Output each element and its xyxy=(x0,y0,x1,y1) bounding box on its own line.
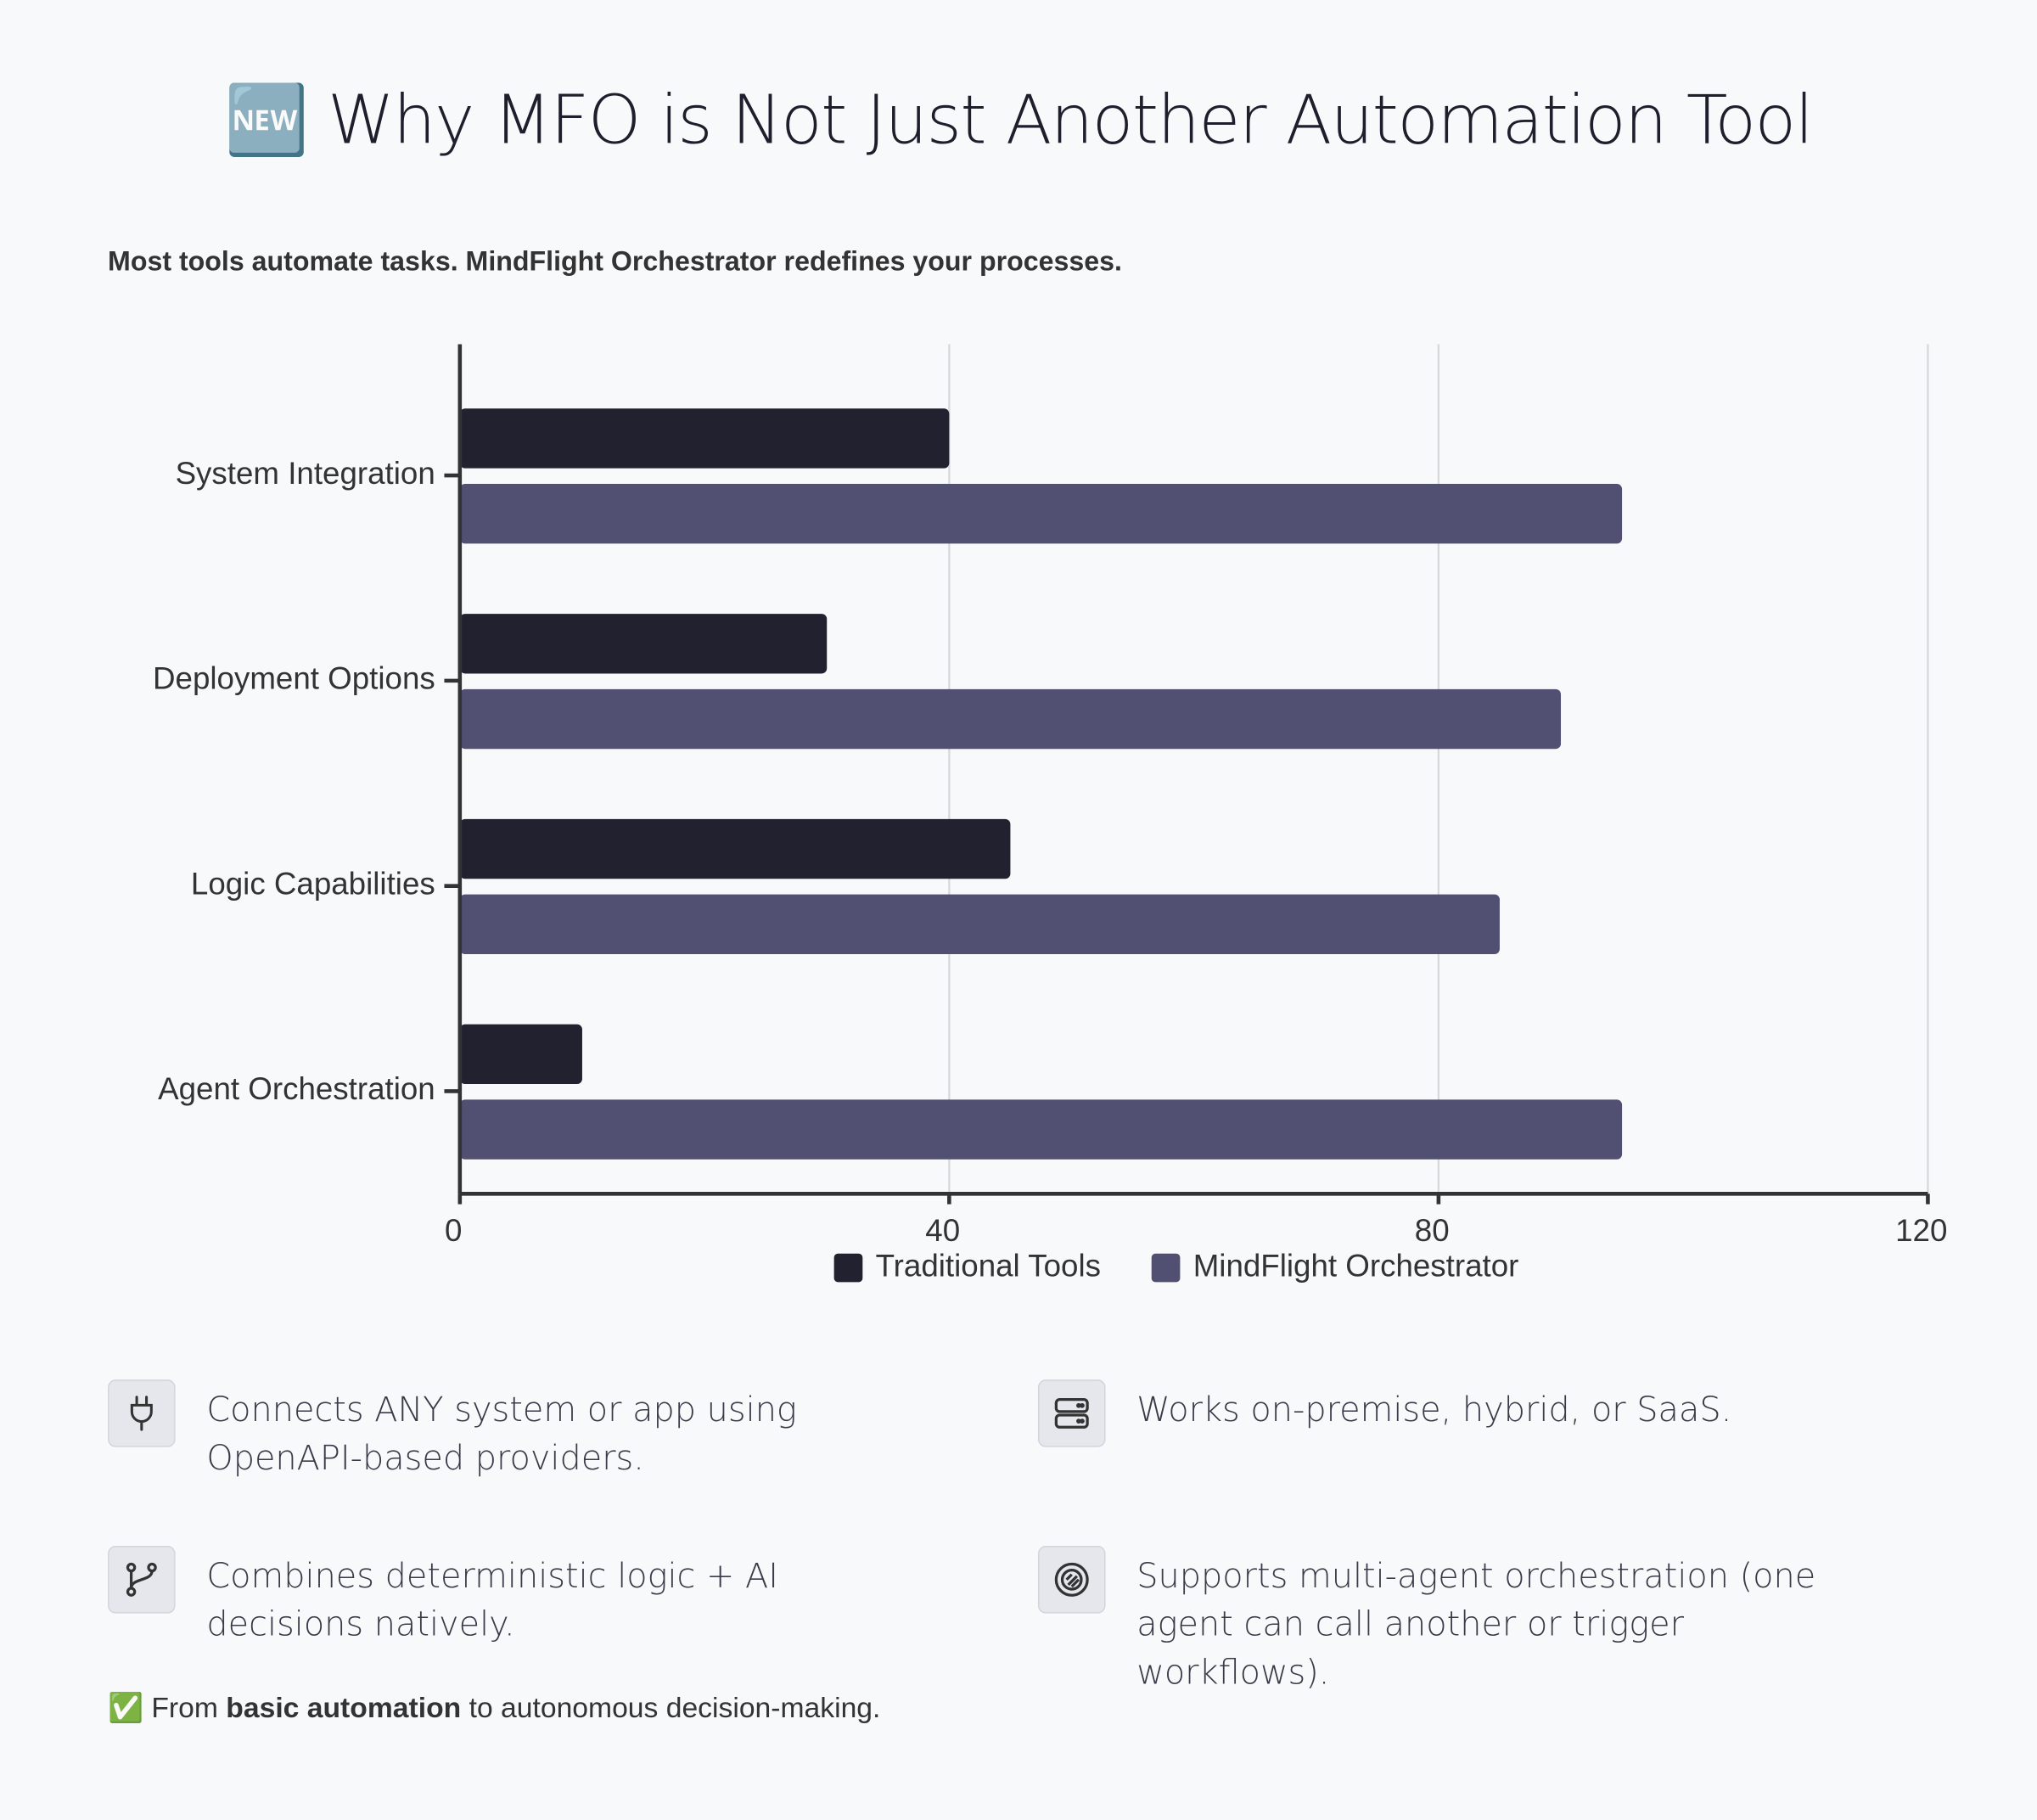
bar xyxy=(459,408,950,469)
x-tick-label: 120 xyxy=(1895,1213,1947,1248)
server-icon xyxy=(1037,1379,1106,1447)
title: 🆕 Why MFO is Not Just Another Automation… xyxy=(224,81,1814,160)
feature-text: Combines deterministic logic + AI decisi… xyxy=(206,1557,779,1645)
y-tick-label: Deployment Options xyxy=(153,661,435,696)
legend-swatch xyxy=(1151,1253,1181,1283)
x-tick-label: 80 xyxy=(1415,1213,1450,1248)
bar xyxy=(459,894,1500,955)
feature-text: Connects ANY system or app using OpenAPI… xyxy=(206,1390,797,1479)
x-tick-label: 40 xyxy=(925,1213,960,1248)
bar xyxy=(459,1099,1623,1160)
branch-icon xyxy=(108,1546,176,1614)
feature-text: Supports multi-agent orchestration (one … xyxy=(1136,1557,1816,1693)
y-tick-label: Agent Orchestration xyxy=(158,1071,435,1106)
legend-label: MindFlight Orchestrator xyxy=(1193,1248,1519,1283)
y-tick-label: Logic Capabilities xyxy=(191,866,435,901)
bar xyxy=(459,484,1623,544)
legend-swatch xyxy=(833,1253,863,1283)
footer-icon: ✅ xyxy=(108,1691,143,1724)
feature: Supports multi-agent orchestration (one … xyxy=(1037,1546,1870,1698)
y-tick-label: System Integration xyxy=(176,456,435,491)
feature: Connects ANY system or app using OpenAPI… xyxy=(108,1379,940,1483)
footer-text: From xyxy=(151,1691,218,1724)
plug-icon xyxy=(108,1379,176,1447)
bar xyxy=(459,1024,582,1085)
bar xyxy=(459,688,1562,750)
subtitle: Most tools automate tasks. MindFlight Or… xyxy=(108,246,1122,277)
footer-text: to autonomous decision-making. xyxy=(469,1691,881,1724)
legend-label: Traditional Tools xyxy=(876,1248,1101,1283)
feature-text: Works on-premise, hybrid, or SaaS. xyxy=(1136,1390,1732,1430)
bar xyxy=(459,818,1011,879)
chart: 0 40 80 120 System Integration Deployment Opt… xyxy=(153,344,1947,1283)
bar xyxy=(459,614,828,674)
x-tick-label: 0 xyxy=(445,1213,462,1248)
feature: Combines deterministic logic + AI decisi… xyxy=(108,1546,940,1649)
footer-bold: basic automation xyxy=(226,1691,462,1724)
orbit-icon xyxy=(1037,1546,1106,1614)
footer: ✅ From basic automation to autonomous de… xyxy=(108,1691,880,1725)
feature: Works on-premise, hybrid, or SaaS. xyxy=(1037,1379,1870,1447)
